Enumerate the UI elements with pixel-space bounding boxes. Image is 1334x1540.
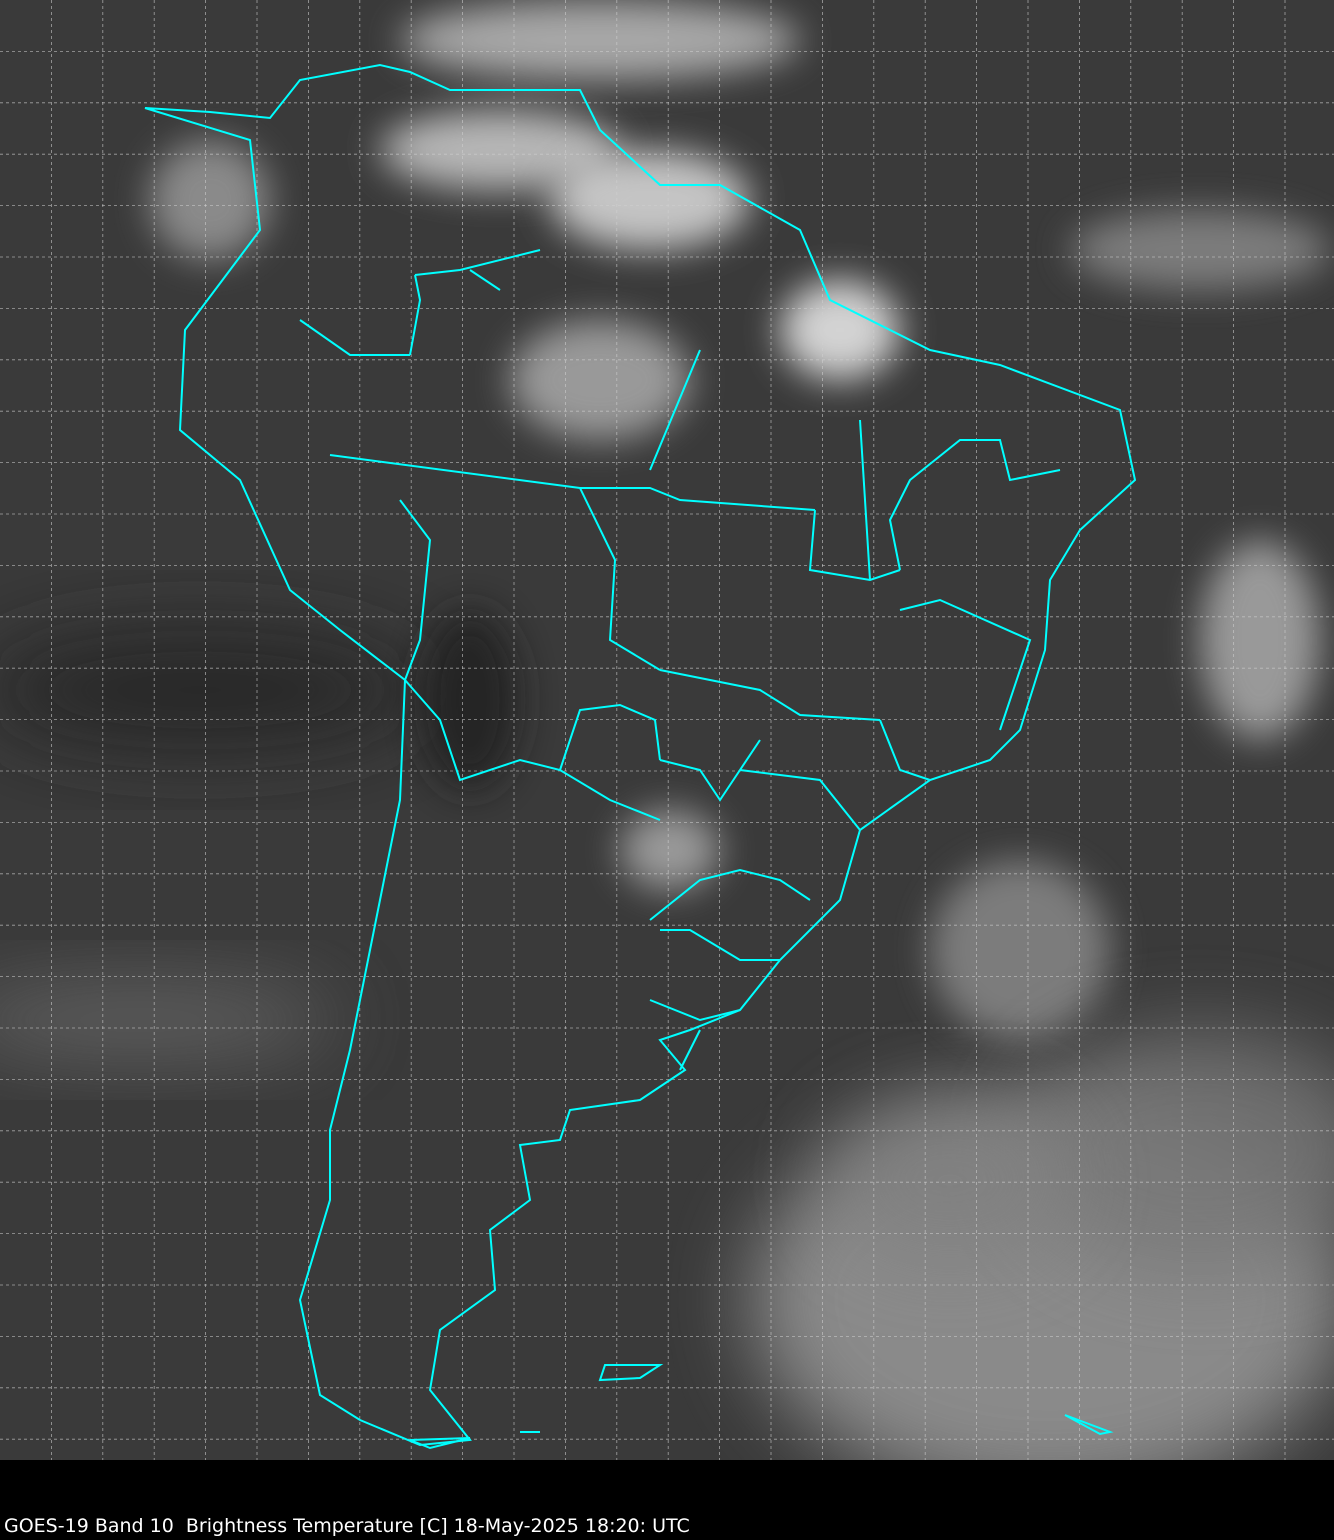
country-borders (144, 63, 1137, 1450)
cloud-area (510, 320, 690, 440)
cloud-area (1200, 540, 1320, 740)
cloud-layer (0, 0, 1334, 1460)
cloud-area (930, 860, 1110, 1040)
continent-coastline (144, 63, 1137, 1447)
cloud-area (620, 810, 720, 890)
islands (409, 1364, 1114, 1450)
cloud-area (1070, 210, 1330, 290)
cloud-area (0, 630, 420, 750)
cloud-area (150, 140, 270, 260)
cloud-area (420, 610, 520, 790)
satellite-image (0, 0, 1334, 1460)
cloud-area (830, 1100, 1070, 1260)
cloud-area (550, 150, 750, 250)
image-caption: GOES-19 Band 10 Brightness Temperature [… (4, 1515, 690, 1537)
cloud-area (0, 980, 340, 1060)
graticule-grid (0, 0, 1334, 1460)
cloud-area (780, 280, 900, 380)
internal-borders (299, 249, 1061, 1071)
cloud-area (400, 0, 800, 80)
cloud-area (380, 110, 620, 190)
cloud-area (1020, 1030, 1334, 1270)
